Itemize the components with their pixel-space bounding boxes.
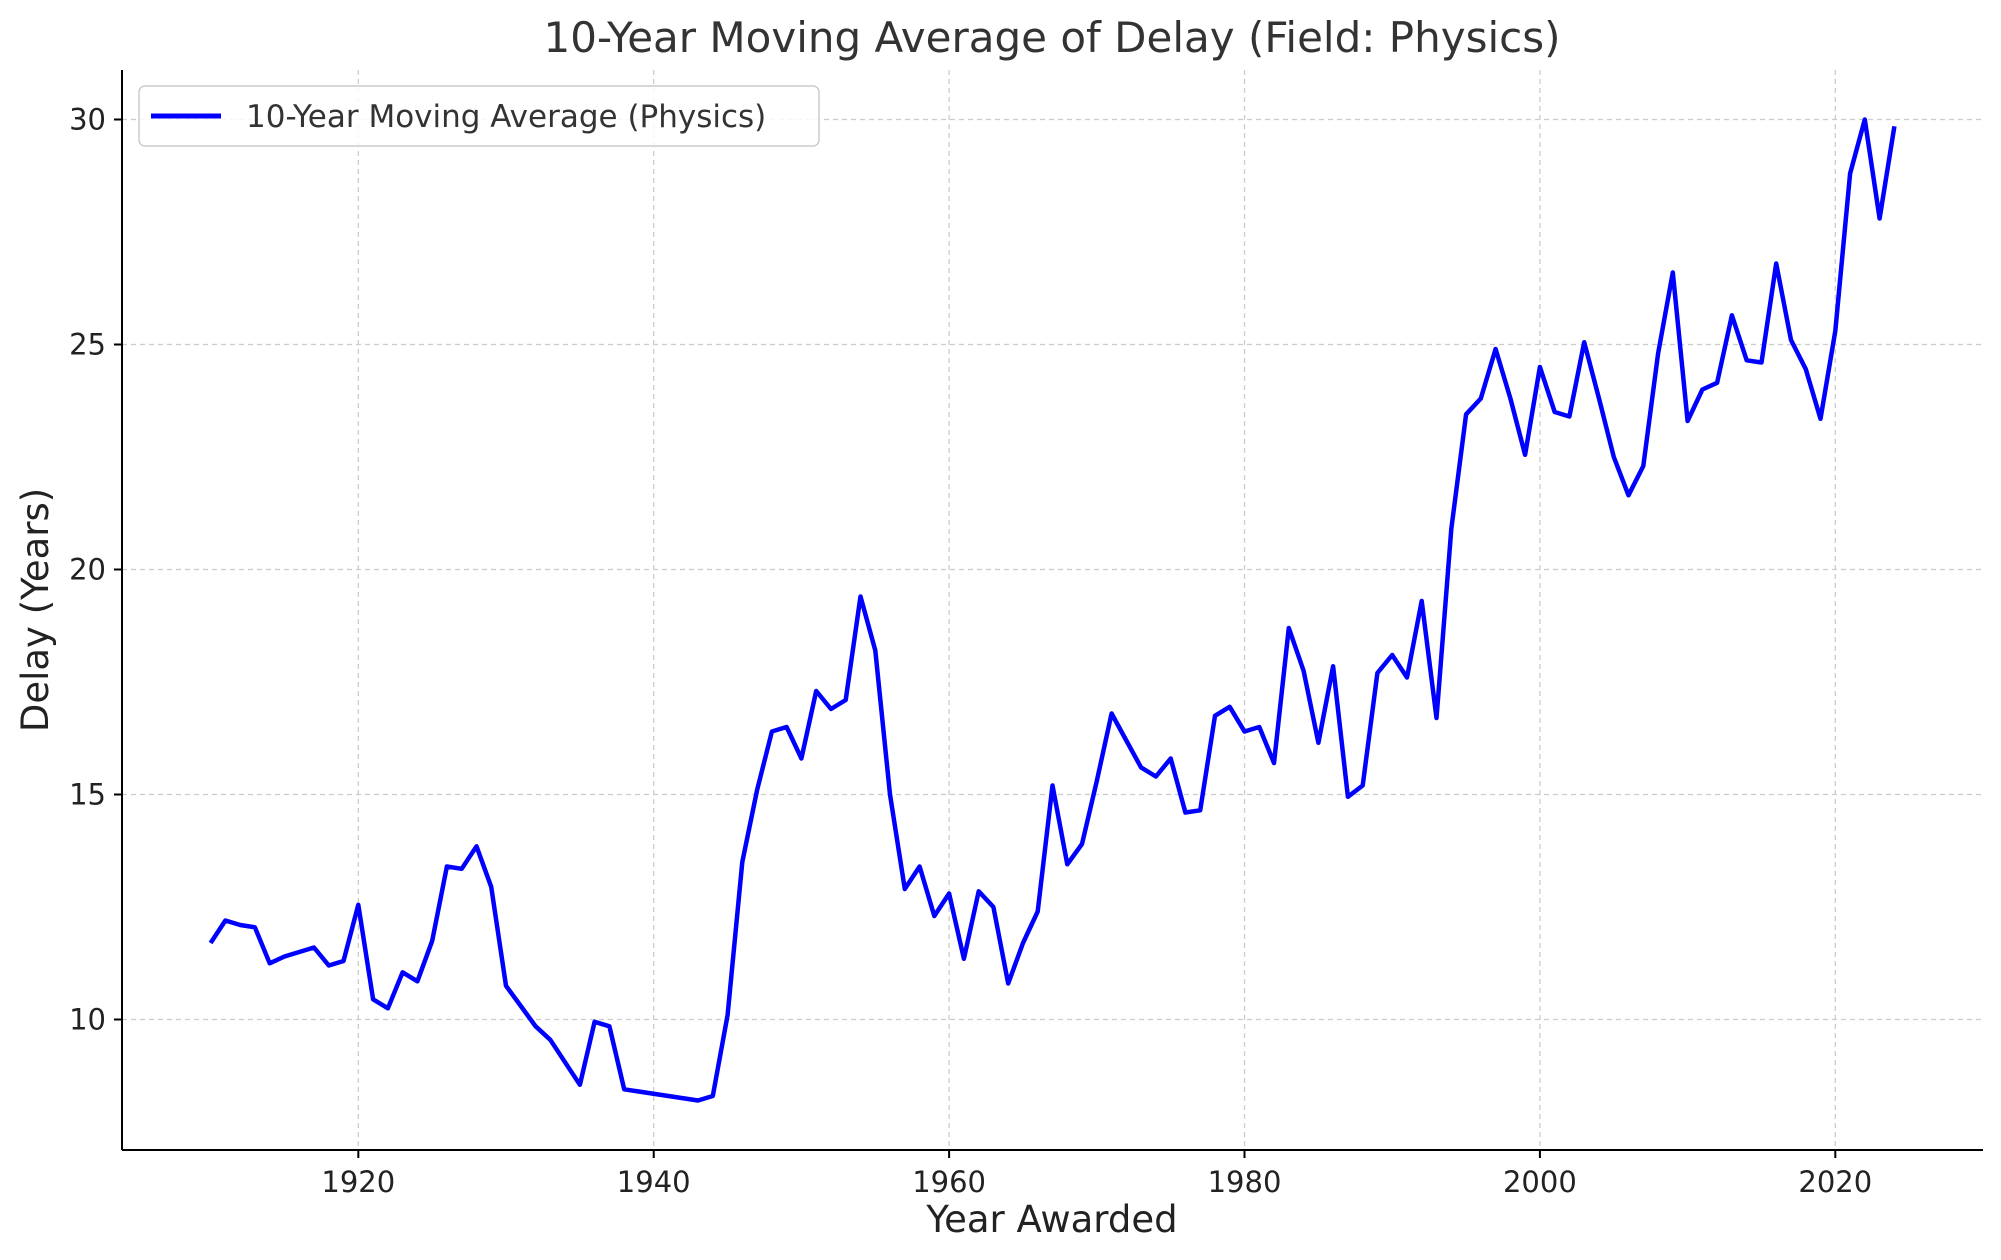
x-axis-label: Year Awarded	[925, 1198, 1177, 1241]
series-layer	[208, 117, 1897, 1103]
legend: 10-Year Moving Average (Physics)	[138, 85, 820, 147]
x-tick-label: 2000	[1503, 1165, 1577, 1199]
grid-lines	[122, 70, 1983, 1150]
x-tick-label: 1980	[1208, 1165, 1282, 1199]
y-axis-label: Delay (Years)	[14, 488, 57, 732]
chart-title: 10-Year Moving Average of Delay (Field: …	[544, 13, 1561, 62]
legend-label: 10-Year Moving Average (Physics)	[246, 99, 766, 135]
y-tick-label: 30	[69, 103, 106, 137]
y-tick-label: 25	[69, 328, 106, 362]
x-tick-label: 1940	[617, 1165, 691, 1199]
axes	[121, 70, 1983, 1151]
x-tick-label: 1920	[321, 1165, 395, 1199]
tick-labels: 1920 1940 1960 1980 2000 2020 10 15 20 25 30	[69, 103, 1872, 1200]
legend-box	[138, 85, 820, 147]
y-tick-label: 15	[69, 778, 106, 812]
y-tick-label: 10	[69, 1003, 106, 1037]
x-tick-label: 2020	[1798, 1165, 1872, 1199]
series-line-physics	[208, 117, 1897, 1103]
x-tick-label: 1960	[912, 1165, 986, 1199]
y-tick-label: 20	[69, 553, 106, 587]
